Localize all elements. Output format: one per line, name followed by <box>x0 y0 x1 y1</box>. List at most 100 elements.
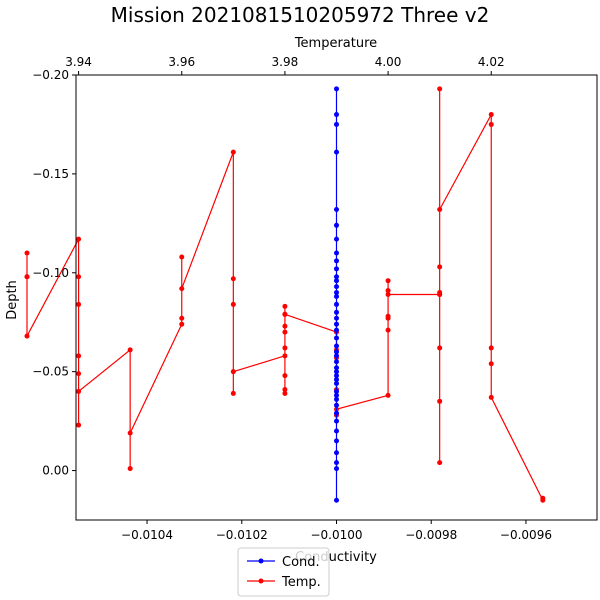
data-point-cond <box>334 460 339 466</box>
data-point-temp <box>127 430 133 436</box>
data-point-cond <box>334 121 339 127</box>
legend-temp-marker <box>258 578 264 584</box>
data-point-temp <box>282 329 288 335</box>
data-point-temp <box>282 386 288 392</box>
data-point-cond <box>334 410 339 416</box>
data-point-temp <box>540 497 546 503</box>
data-point-cond <box>334 418 339 424</box>
data-point-cond <box>334 365 339 371</box>
data-point-cond <box>334 309 339 315</box>
x-bottom-tick-label: −0.0096 <box>500 528 552 542</box>
data-point-cond <box>334 112 339 118</box>
data-point-temp <box>282 353 288 359</box>
data-point-cond <box>334 284 339 290</box>
data-point-cond <box>334 250 339 256</box>
data-point-temp <box>282 373 288 379</box>
y-axis-label: Depth <box>5 280 20 320</box>
data-point-cond <box>334 236 339 242</box>
data-point-temp <box>24 333 30 339</box>
data-point-temp <box>282 390 288 396</box>
data-point-cond <box>334 321 339 327</box>
x-top-tick-label: 3.94 <box>65 55 92 69</box>
data-point-cond <box>334 315 339 321</box>
plot-data <box>24 86 546 503</box>
x-top-tick-label: 4.00 <box>375 55 402 69</box>
x-bottom-tick-label: −0.0104 <box>121 528 173 542</box>
x-top-tick-label: 3.98 <box>272 55 299 69</box>
data-point-cond <box>334 353 339 359</box>
data-point-cond <box>334 149 339 155</box>
y-tick-label: −0.05 <box>32 365 69 379</box>
y-tick-label: −0.15 <box>32 167 69 181</box>
data-point-temp <box>282 345 288 351</box>
legend-cond-label: Cond. <box>282 555 320 570</box>
data-point-temp <box>230 149 236 155</box>
data-point-temp <box>385 327 391 333</box>
y-tick-label: 0.00 <box>42 464 69 478</box>
data-point-cond <box>334 327 339 333</box>
data-point-temp <box>230 369 236 375</box>
data-point-temp <box>76 422 82 428</box>
data-point-temp <box>488 394 494 400</box>
data-point-cond <box>334 396 339 402</box>
data-point-temp <box>230 301 236 307</box>
data-point-temp <box>437 398 443 404</box>
data-point-cond <box>334 274 339 280</box>
x-top-tick-label: 4.02 <box>478 55 505 69</box>
data-point-temp <box>488 345 494 351</box>
data-point-temp <box>282 323 288 329</box>
data-point-temp <box>179 254 185 260</box>
data-point-temp <box>179 286 185 292</box>
data-point-temp <box>76 236 82 242</box>
data-point-cond <box>334 428 339 434</box>
data-point-temp <box>437 86 443 92</box>
top-x-axis-label: Temperature <box>294 36 377 51</box>
data-point-cond <box>334 278 339 284</box>
data-point-cond <box>334 438 339 444</box>
data-point-temp <box>437 206 443 212</box>
data-point-temp <box>24 250 30 256</box>
data-point-temp <box>127 347 133 353</box>
data-point-cond <box>334 301 339 307</box>
data-point-cond <box>334 294 339 300</box>
x-bottom-tick-label: −0.0100 <box>310 528 362 542</box>
data-point-temp <box>76 371 82 377</box>
data-point-cond <box>334 381 339 387</box>
x-top-tick-label: 3.96 <box>168 55 195 69</box>
data-point-cond <box>334 369 339 375</box>
plot-frame <box>75 74 598 521</box>
data-point-temp <box>24 274 30 280</box>
data-point-temp <box>282 303 288 309</box>
data-point-temp <box>76 274 82 280</box>
data-point-cond <box>334 497 339 503</box>
data-point-temp <box>230 390 236 396</box>
data-point-cond <box>334 359 339 365</box>
data-point-cond <box>334 206 339 212</box>
data-point-cond <box>334 222 339 228</box>
data-point-temp <box>385 288 391 294</box>
data-point-cond <box>334 266 339 272</box>
data-point-temp <box>437 292 443 298</box>
data-point-cond <box>334 392 339 398</box>
data-point-temp <box>385 292 391 298</box>
data-point-cond <box>334 377 339 383</box>
data-point-cond <box>334 343 339 349</box>
data-point-cond <box>334 388 339 394</box>
data-point-temp <box>127 466 133 472</box>
y-tick-label: −0.20 <box>32 68 69 82</box>
data-point-temp <box>76 353 82 359</box>
legend-cond-marker <box>258 558 264 564</box>
data-point-cond <box>334 335 339 341</box>
data-point-temp <box>230 276 236 282</box>
series-line-temp <box>26 88 544 501</box>
x-bottom-tick-label: −0.0098 <box>405 528 457 542</box>
data-point-temp <box>76 301 82 307</box>
data-point-temp <box>488 121 494 127</box>
data-point-temp <box>385 315 391 321</box>
data-point-cond <box>334 373 339 379</box>
data-point-temp <box>488 361 494 367</box>
data-point-temp <box>76 388 82 394</box>
data-point-temp <box>437 345 443 351</box>
data-point-temp <box>385 392 391 398</box>
data-point-temp <box>385 278 391 284</box>
